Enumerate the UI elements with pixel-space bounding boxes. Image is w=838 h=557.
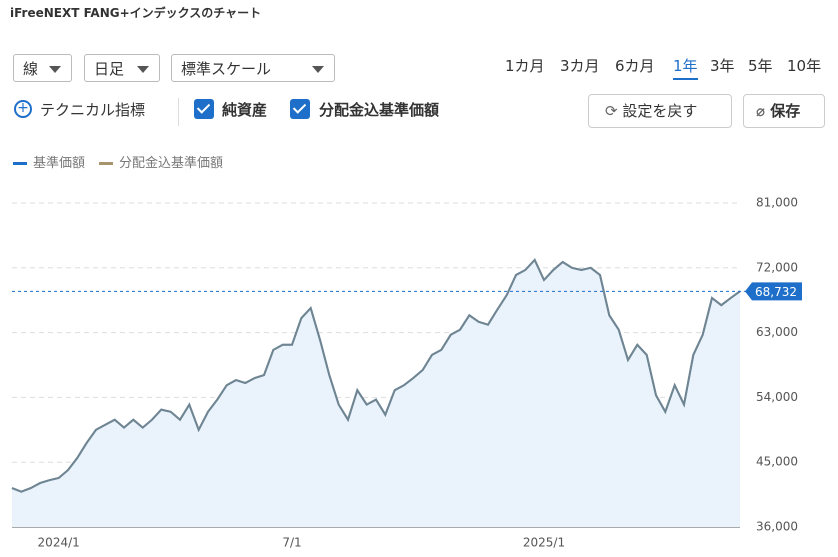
range-button[interactable]: 6カ月	[615, 57, 655, 75]
area	[12, 259, 740, 527]
y-tick-label: 36,000	[756, 520, 798, 534]
y-tick-label: 72,000	[756, 260, 798, 274]
dropdown[interactable]: 線	[13, 54, 72, 82]
divider	[178, 98, 179, 126]
legend-label: 基準価額	[33, 156, 86, 171]
range-button[interactable]: 3年	[710, 57, 735, 75]
reset-icon: ⟳	[605, 102, 618, 120]
range-button[interactable]: 1年	[673, 55, 698, 80]
reference-tag	[745, 282, 802, 301]
technical-button[interactable]: テクニカル指標	[40, 101, 146, 119]
save-label: 保存	[770, 102, 801, 120]
range-button[interactable]: 3カ月	[560, 57, 600, 75]
reference-label: 68,732	[755, 285, 797, 299]
page-title: iFreeNEXT FANG+インデックスのチャート	[10, 6, 262, 20]
y-tick-label: 81,000	[756, 196, 798, 210]
range-button[interactable]: 5年	[748, 57, 773, 75]
range-button[interactable]: 1カ月	[505, 57, 545, 75]
y-tick-label: 45,000	[756, 455, 798, 469]
x-tick-label: 2025/1	[523, 536, 565, 550]
x-tick-label: 7/1	[282, 536, 301, 550]
legend-label: 分配金込基準価額	[119, 156, 224, 171]
reset-button[interactable]: ⟳ 設定を戻す	[588, 94, 732, 128]
legend-swatch	[99, 162, 114, 165]
dropdown[interactable]: 日足	[84, 54, 160, 82]
y-tick-label: 63,000	[756, 325, 798, 339]
checkbox-label: 分配金込基準価額	[319, 101, 440, 119]
legend: 基準価額 分配金込基準価額	[13, 152, 237, 171]
reset-label: 設定を戻す	[622, 102, 698, 120]
range-button[interactable]: 10年	[787, 57, 822, 75]
save-button[interactable]: ⌀ 保存	[743, 94, 825, 128]
x-tick-label: 2024/1	[38, 536, 80, 550]
plus-icon[interactable]: +	[14, 100, 32, 118]
dropdown[interactable]: 標準スケール	[171, 54, 335, 82]
y-tick-label: 54,000	[756, 390, 798, 404]
legend-swatch	[13, 162, 27, 165]
checkbox[interactable]	[290, 99, 310, 119]
save-icon: ⌀	[756, 102, 766, 120]
checkbox-label: 純資産	[222, 101, 268, 119]
line	[11, 258, 741, 493]
checkbox[interactable]	[194, 99, 214, 119]
